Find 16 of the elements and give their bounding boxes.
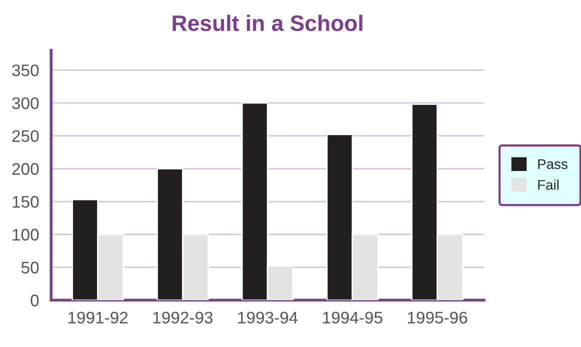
legend-label: Fail <box>538 180 559 190</box>
y-tick-label: 150 <box>12 196 39 208</box>
y-tick-label: 200 <box>12 163 39 175</box>
y-tick-label: 300 <box>12 97 39 110</box>
x-tick-label: 1993-94 <box>238 312 298 324</box>
y-tick-label: 50 <box>21 262 39 274</box>
y-tick-label: 100 <box>12 228 39 241</box>
y-tick-label: 350 <box>12 64 39 76</box>
x-tick-label: 1995-96 <box>408 312 468 324</box>
x-tick-label: 1992-93 <box>153 312 213 324</box>
y-tick-label: 250 <box>12 130 39 142</box>
x-tick-label: 1991-92 <box>68 312 128 324</box>
legend-label: Pass <box>538 159 568 170</box>
chart-title: Result in a School <box>172 14 362 32</box>
y-tick-label: 0 <box>30 294 39 306</box>
x-tick-label: 1994-95 <box>323 312 382 324</box>
